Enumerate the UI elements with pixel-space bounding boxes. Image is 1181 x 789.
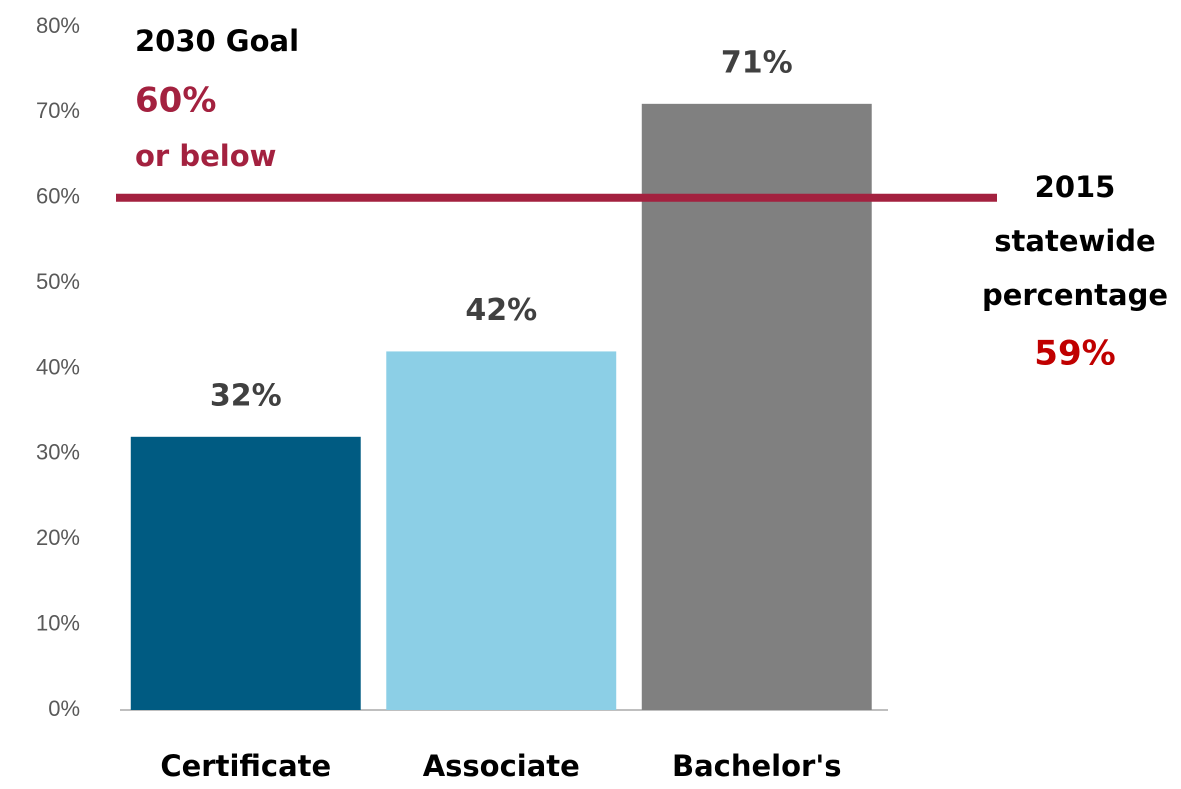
y-tick-label: 50%	[36, 269, 80, 294]
goal-title: 2030 Goal	[135, 24, 299, 58]
y-tick-label: 0%	[48, 696, 80, 721]
x-tick-label: Certificate	[160, 749, 331, 783]
bar	[130, 436, 361, 710]
y-tick-label: 10%	[36, 610, 80, 635]
y-tick-label: 40%	[36, 354, 80, 379]
x-tick-label: Bachelor's	[672, 749, 841, 783]
statewide-line: percentage	[982, 278, 1168, 312]
goal-note: or below	[135, 139, 276, 173]
y-tick-label: 70%	[36, 98, 80, 123]
goal-value: 60%	[135, 81, 216, 121]
bar	[641, 103, 872, 710]
y-tick-label: 80%	[36, 13, 80, 38]
statewide-line: statewide	[994, 224, 1155, 258]
data-label: 32%	[210, 378, 282, 413]
y-tick-label: 60%	[36, 184, 80, 209]
x-tick-label: Associate	[423, 749, 580, 783]
y-tick-label: 30%	[36, 440, 80, 465]
y-tick-label: 20%	[36, 525, 80, 550]
statewide-line: 2015	[1035, 170, 1116, 204]
statewide-value: 59%	[1034, 334, 1115, 374]
data-label: 42%	[465, 293, 537, 328]
data-label: 71%	[721, 45, 793, 80]
bar	[386, 351, 617, 710]
